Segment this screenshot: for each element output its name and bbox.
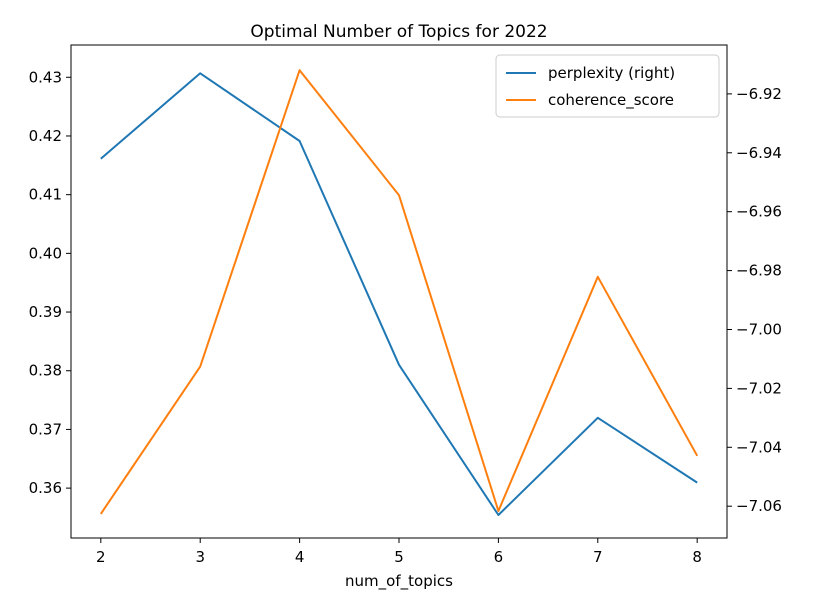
chart-title: Optimal Number of Topics for 2022 — [250, 22, 547, 42]
y-left-tick-label: 0.40 — [29, 244, 62, 262]
legend-entry: perplexity (right) — [548, 64, 675, 82]
y-right-tick-label: −6.92 — [736, 85, 782, 103]
plot-marks — [99, 69, 699, 516]
y-left-tick-label: 0.37 — [29, 420, 62, 438]
x-axis-label: num_of_topics — [345, 572, 453, 591]
x-tick-label: 5 — [394, 548, 404, 566]
y-left-tick-label: 0.42 — [29, 127, 62, 145]
y-right-tick-label: −6.96 — [736, 203, 782, 221]
legend-box — [495, 54, 720, 118]
y-left-tick-label: 0.36 — [29, 479, 62, 497]
legend-entry: coherence_score — [548, 91, 674, 110]
y-axis-left: 0.36 0.37 0.38 0.39 0.40 0.41 0.42 0.43 — [29, 68, 71, 497]
series-line-coherence-score — [99, 69, 699, 515]
x-axis: 2 3 4 5 6 7 8 — [96, 538, 702, 566]
y-left-tick-label: 0.43 — [29, 68, 62, 86]
y-left-tick-label: 0.39 — [29, 303, 62, 321]
y-axis-right: −7.06 −7.04 −7.02 −7.00 −6.98 −6.96 −6.94 −6.92 — [727, 85, 782, 515]
y-left-tick-label: 0.41 — [29, 186, 62, 204]
x-tick-label: 6 — [494, 548, 504, 566]
legend: perplexity (right) coherence_score — [495, 54, 720, 118]
x-tick-label: 3 — [195, 548, 205, 566]
y-right-tick-label: −7.02 — [736, 379, 782, 397]
y-right-tick-label: −6.98 — [736, 262, 782, 280]
y-right-tick-label: −7.06 — [736, 497, 782, 515]
series-line-perplexity-right- — [100, 72, 698, 516]
x-tick-label: 4 — [295, 548, 305, 566]
y-right-tick-label: −7.04 — [736, 438, 782, 456]
x-tick-label: 7 — [593, 548, 603, 566]
x-tick-label: 2 — [96, 548, 106, 566]
y-right-tick-label: −7.00 — [736, 320, 782, 338]
x-tick-label: 8 — [692, 548, 702, 566]
y-left-tick-label: 0.38 — [29, 362, 62, 380]
y-right-tick-label: −6.94 — [736, 144, 782, 162]
